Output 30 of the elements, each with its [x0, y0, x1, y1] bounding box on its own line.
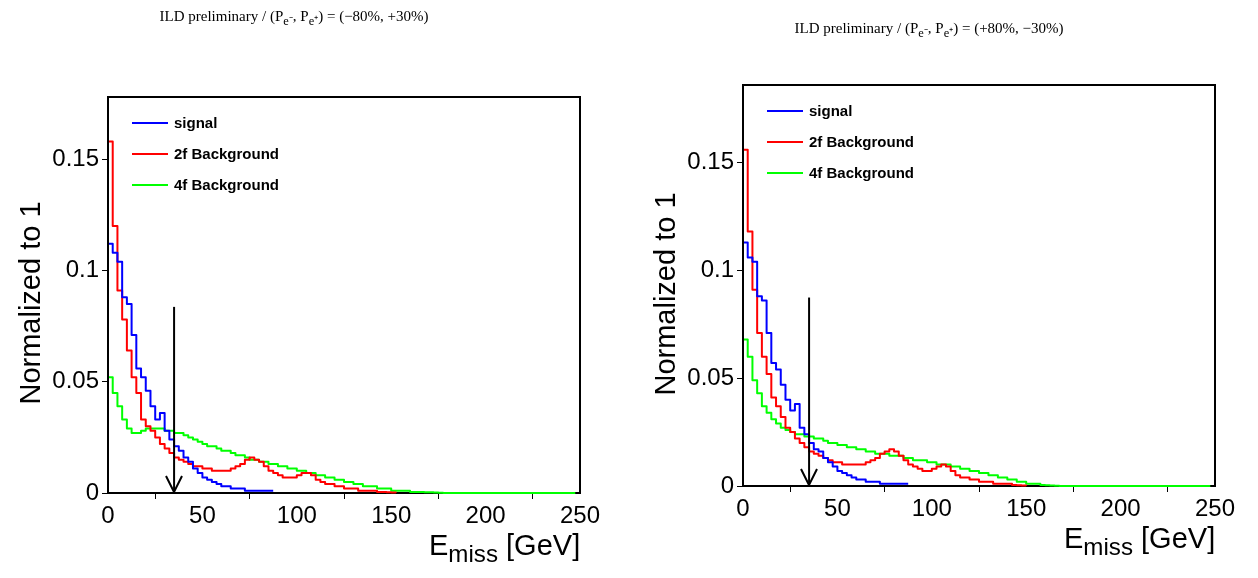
x-tick-label: 150	[1006, 494, 1047, 522]
x-tick-label: 150	[371, 501, 412, 529]
legend-label: 2f Background	[809, 133, 915, 150]
legend-label: 2f Background	[174, 145, 280, 162]
chart-title: ILD preliminary / (P$_{e⁻}$, P$_{e⁺}$) = (−80%, +30%)	[159, 8, 429, 29]
x-axis-title: E$_{miss}$ [GeV]	[1064, 522, 1216, 561]
x-tick-label: 250	[559, 501, 601, 529]
y-tick-label: 0.15	[52, 143, 99, 171]
x-tick-label: 200	[465, 501, 506, 529]
x-tick-label: 250	[1194, 494, 1236, 522]
y-axis-title: Normalized to 1	[648, 191, 682, 396]
x-tick-label: 200	[1100, 494, 1141, 522]
y-tick-label: 0.1	[65, 255, 99, 283]
y-tick-label: 0	[720, 470, 734, 498]
x-tick-label: 50	[824, 494, 851, 522]
y-tick-label: 0.1	[700, 255, 734, 283]
y-tick-label: 0.15	[687, 147, 734, 175]
x-tick-label: 100	[276, 501, 317, 529]
x-axis-title: E$_{miss}$ [GeV]	[429, 529, 581, 568]
y-tick-label: 0.05	[52, 366, 99, 394]
y-tick-label: 0	[85, 477, 99, 505]
chart-title: ILD preliminary / (P$_{e⁻}$, P$_{e⁺}$) = (+80%, −30%)	[794, 20, 1064, 41]
y-tick-label: 0.05	[687, 362, 734, 390]
legend-label: signal	[809, 102, 853, 119]
legend-label: 4f Background	[809, 164, 915, 181]
legend-label: signal	[174, 114, 218, 131]
y-axis-title: Normalized to 1	[13, 201, 47, 405]
x-tick-label: 100	[911, 494, 952, 522]
x-tick-label: 50	[189, 501, 216, 529]
legend-label: 4f Background	[174, 176, 280, 193]
